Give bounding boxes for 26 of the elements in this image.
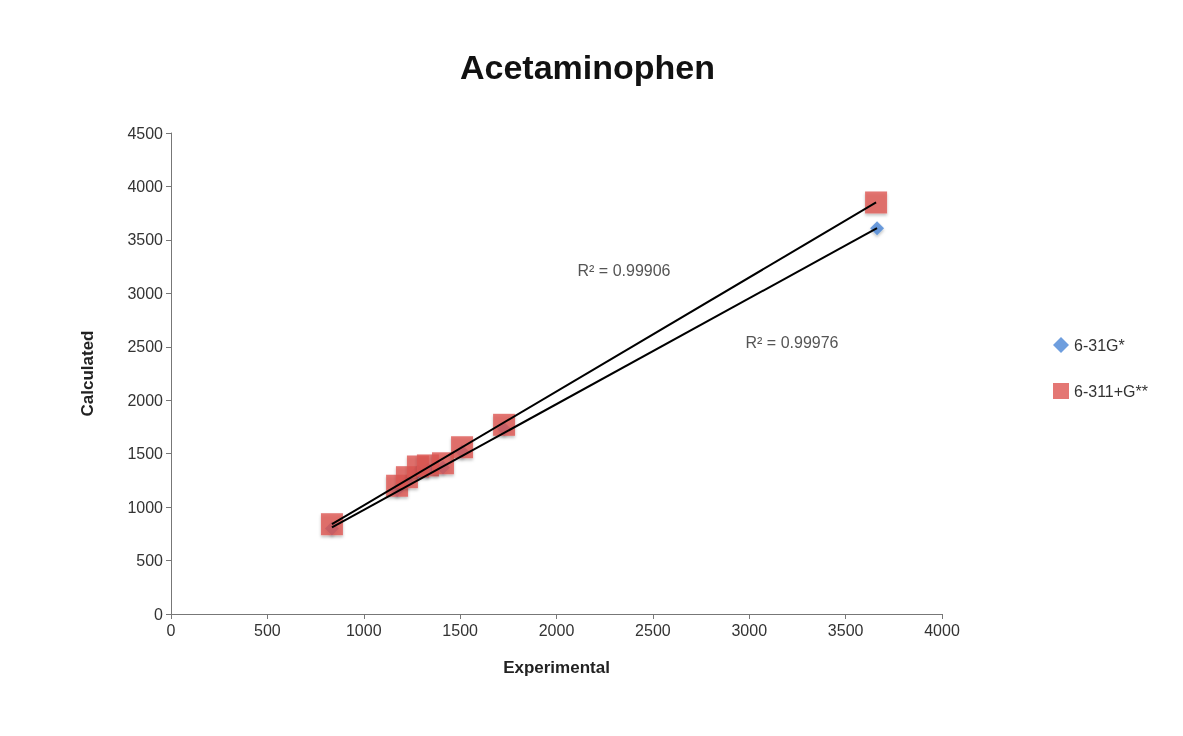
y-tick-label: 500 (136, 552, 164, 570)
legend-label: 6-31G* (1074, 336, 1125, 354)
x-tick-label: 1500 (442, 621, 479, 639)
chart-title: Acetaminophen (460, 48, 716, 86)
x-tick-label: 0 (166, 621, 176, 639)
y-tick-label: 2000 (127, 391, 164, 409)
y-axis-title: Calculated (78, 330, 97, 417)
annotation: R² = 0.99906 (577, 261, 671, 279)
y-tick-label: 4500 (127, 124, 164, 142)
y-tick-label: 3500 (127, 231, 164, 249)
x-tick-label: 4000 (924, 621, 960, 639)
y-tick-label: 4000 (127, 177, 164, 195)
x-tick-label: 3500 (827, 621, 864, 639)
y-tick-label: 0 (154, 605, 164, 623)
x-tick-label: 500 (254, 621, 281, 639)
x-tick-label: 3000 (731, 621, 768, 639)
y-tick-label: 1000 (127, 498, 164, 516)
x-tick-label: 2500 (635, 621, 671, 639)
annotation: R² = 0.99976 (745, 333, 839, 351)
x-tick-label: 2000 (538, 621, 575, 639)
y-tick-label: 2500 (127, 338, 164, 356)
x-axis-title: Experimental (503, 658, 610, 677)
x-tick-label: 1000 (345, 621, 382, 639)
legend-label: 6-311+G** (1074, 382, 1149, 400)
y-tick-label: 3000 (127, 284, 164, 302)
y-tick-label: 1500 (127, 445, 164, 463)
